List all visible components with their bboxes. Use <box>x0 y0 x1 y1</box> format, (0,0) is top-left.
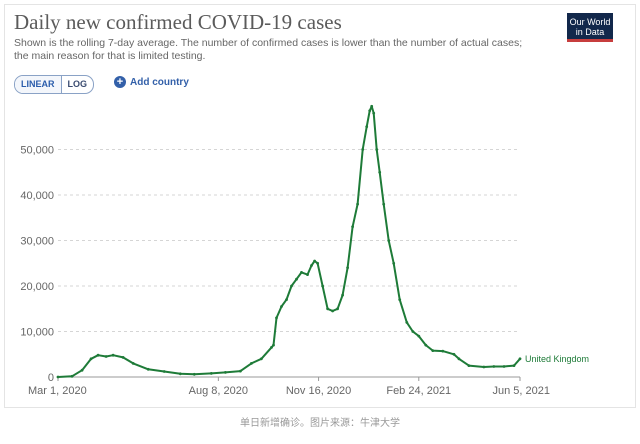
data-point <box>131 362 135 365</box>
data-point <box>392 261 396 265</box>
data-point <box>387 239 391 242</box>
data-point <box>272 343 275 347</box>
data-point <box>372 111 376 115</box>
data-point <box>467 364 471 367</box>
add-country-button[interactable]: + Add country <box>114 76 189 88</box>
data-point <box>70 374 74 378</box>
y-tick-label: 30,000 <box>20 236 54 248</box>
y-tick-label: 10,000 <box>20 327 54 339</box>
data-point <box>310 264 313 267</box>
y-tick-label: 0 <box>48 372 54 384</box>
data-point <box>146 367 150 371</box>
logo-line-1: Our World <box>569 17 611 27</box>
data-point <box>290 284 293 288</box>
data-point <box>417 334 421 338</box>
data-point <box>356 202 359 206</box>
data-point <box>250 362 253 365</box>
data-point <box>285 298 288 301</box>
data-point <box>492 365 496 368</box>
data-point <box>405 321 409 324</box>
data-point <box>192 372 196 376</box>
data-point <box>56 375 60 379</box>
data-point <box>375 148 379 151</box>
y-tick-label: 20,000 <box>20 281 54 293</box>
data-point <box>398 298 402 301</box>
data-point <box>80 368 84 372</box>
log-scale-button[interactable]: LOG <box>67 79 88 89</box>
data-point <box>424 343 428 347</box>
data-point <box>326 307 329 311</box>
x-tick-label: Feb 24, 2021 <box>386 385 451 397</box>
y-tick-label: 50,000 <box>20 145 54 157</box>
data-point <box>346 266 349 270</box>
logo-line-2: in Data <box>575 27 605 37</box>
data-point <box>111 353 115 357</box>
data-point <box>162 370 166 373</box>
chart-panel <box>4 4 636 408</box>
data-point <box>331 309 334 313</box>
add-country-label: Add country <box>130 76 189 88</box>
data-point <box>441 349 445 353</box>
data-point <box>502 365 506 368</box>
x-tick-label: Jun 5, 2021 <box>493 385 551 397</box>
data-point <box>482 365 486 369</box>
x-tick-label: Mar 1, 2020 <box>28 385 87 397</box>
data-point <box>280 305 283 308</box>
data-point <box>457 357 461 361</box>
data-point <box>306 273 309 276</box>
data-point <box>452 352 456 356</box>
image-caption: 单日新增确诊。图片来源：牛津大学 <box>240 418 400 429</box>
data-point <box>300 271 303 274</box>
data-point <box>368 109 372 113</box>
data-point <box>178 372 182 376</box>
data-point <box>351 225 354 229</box>
y-tick-label: 40,000 <box>20 190 54 202</box>
data-point <box>295 277 298 281</box>
data-point <box>313 259 316 263</box>
data-point <box>411 330 415 333</box>
data-point <box>512 364 516 367</box>
data-point <box>89 357 93 361</box>
plus-circle-icon: + <box>114 76 126 88</box>
data-point <box>275 316 278 320</box>
data-point <box>316 261 319 265</box>
data-point <box>378 170 382 174</box>
data-point <box>341 293 344 297</box>
data-point <box>431 349 435 352</box>
series-label: United Kingdom <box>525 354 589 364</box>
data-point <box>104 355 108 358</box>
data-point <box>361 148 365 151</box>
owid-logo[interactable]: Our World in Data <box>567 13 613 42</box>
scale-toggle[interactable]: LINEAR LOG <box>14 75 94 94</box>
chart-title: Daily new confirmed COVID-19 cases <box>14 10 342 34</box>
series-line <box>57 105 521 378</box>
chart-subtitle: Shown is the rolling 7-day average. The … <box>14 37 523 62</box>
data-point <box>121 356 125 359</box>
data-point <box>382 202 386 206</box>
line-chart: 0 10,000 20,000 30,000 40,000 50,000 Mar 1, 20… <box>20 104 589 397</box>
data-point <box>336 307 339 311</box>
data-point <box>270 346 273 349</box>
linear-scale-button[interactable]: LINEAR <box>15 76 62 93</box>
logo-accent-bar <box>567 39 613 42</box>
data-point <box>365 125 369 129</box>
data-point <box>96 353 100 357</box>
data-point <box>224 371 227 374</box>
data-point <box>239 369 242 373</box>
data-point <box>370 104 374 108</box>
data-point <box>260 357 263 361</box>
data-point <box>209 372 213 375</box>
data-point <box>518 357 522 361</box>
x-tick-label: Aug 8, 2020 <box>189 385 248 397</box>
data-point <box>321 284 324 288</box>
x-tick-label: Nov 16, 2020 <box>286 385 351 397</box>
